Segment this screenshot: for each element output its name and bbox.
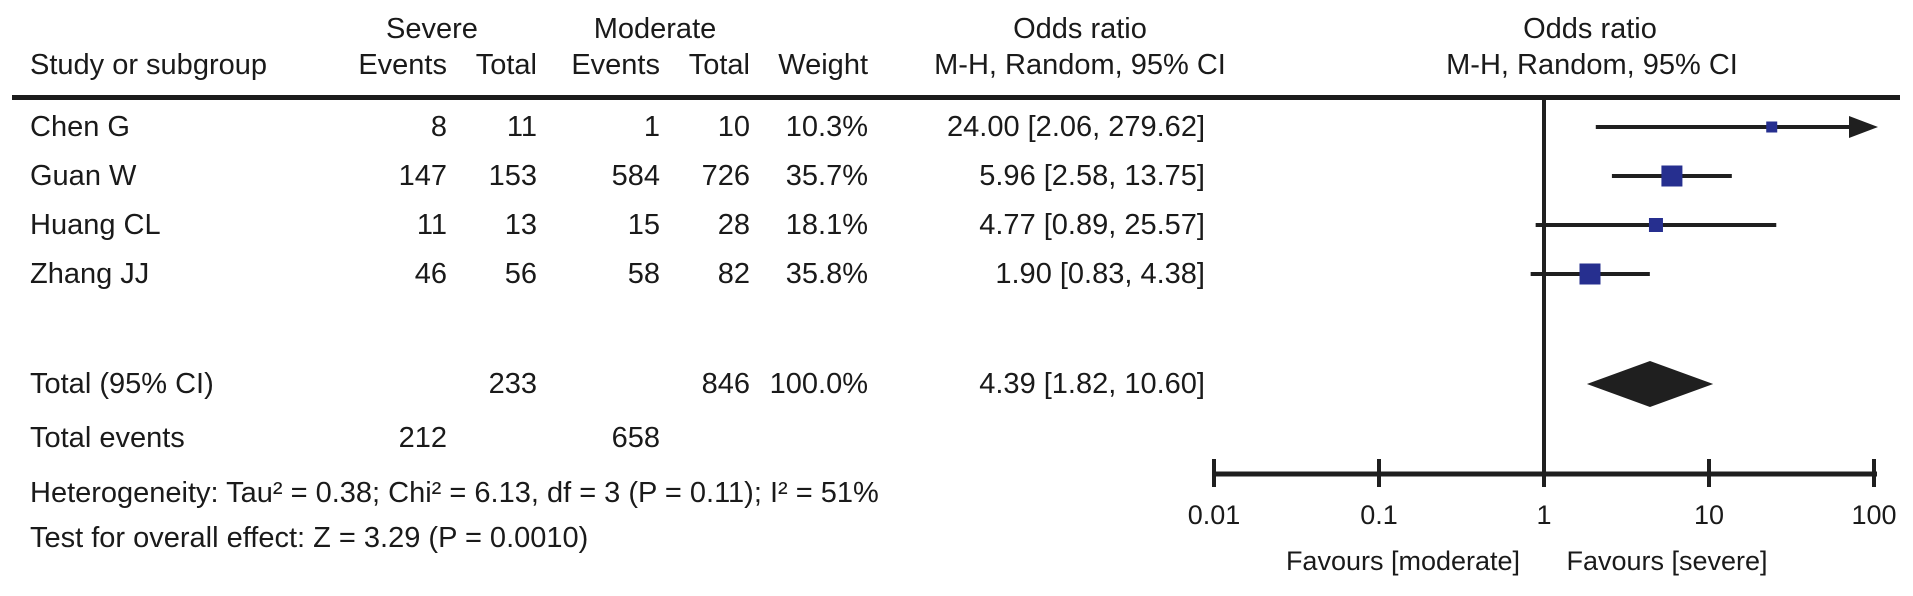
effect-square	[1579, 263, 1601, 285]
effect-square	[1648, 218, 1663, 232]
header-moderate-events: Events	[571, 49, 660, 81]
severe-events-value: 8	[430, 111, 447, 143]
overall-effect-text: Test for overall effect: Z = 3.29 (P = 0…	[30, 522, 589, 554]
moderate-total-value: 82	[717, 258, 750, 290]
axis-tick-label: 100	[1851, 500, 1896, 530]
moderate-events-value: 584	[611, 160, 660, 192]
severe-total-value: 153	[488, 160, 537, 192]
weight-value: 35.8%	[785, 258, 868, 290]
severe-events-value: 147	[398, 160, 447, 192]
severe-total-value: 56	[504, 258, 537, 290]
total-events-moderate: 658	[611, 422, 660, 454]
axis-tick-label: 10	[1694, 500, 1724, 530]
arrow-head	[1849, 116, 1878, 138]
weight-value: 18.1%	[785, 209, 868, 241]
moderate-events-value: 58	[627, 258, 660, 290]
study-name: Guan W	[30, 160, 137, 192]
or-ci-value: 24.00 [2.06, 279.62]	[947, 111, 1205, 143]
header-group-severe: Severe	[386, 13, 478, 45]
header-or-text-subtitle: M-H, Random, 95% CI	[934, 49, 1226, 81]
axis-tick-label: 0.1	[1360, 500, 1398, 530]
moderate-total-value: 28	[717, 209, 750, 241]
favours-right-label: Favours [severe]	[1566, 546, 1767, 576]
total-label: Total (95% CI)	[30, 368, 214, 400]
study-name: Zhang JJ	[30, 258, 150, 290]
axis-tick-label: 0.01	[1188, 500, 1241, 530]
header-study: Study or subgroup	[30, 49, 267, 81]
header-moderate-total: Total	[688, 49, 750, 81]
header-or-plot-title: Odds ratio	[1523, 13, 1657, 45]
study-name: Huang CL	[30, 209, 161, 241]
header-weight: Weight	[778, 49, 868, 81]
or-ci-value: 1.90 [0.83, 4.38]	[995, 258, 1205, 290]
severe-total-value: 11	[506, 111, 537, 143]
total-or-ci: 4.39 [1.82, 10.60]	[979, 368, 1205, 400]
total-moderate-total: 846	[701, 368, 750, 400]
header-severe-total: Total	[475, 49, 537, 81]
moderate-events-value: 15	[627, 209, 660, 241]
header-or-text-title: Odds ratio	[1013, 13, 1147, 45]
header-or-plot-subtitle: M-H, Random, 95% CI	[1446, 49, 1738, 81]
moderate-events-value: 1	[643, 111, 660, 143]
or-ci-value: 5.96 [2.58, 13.75]	[979, 160, 1205, 192]
severe-events-value: 11	[416, 209, 447, 241]
total-events-label: Total events	[30, 422, 185, 454]
study-name: Chen G	[30, 111, 130, 143]
total-weight: 100.0%	[769, 368, 868, 400]
effect-square	[1766, 121, 1778, 133]
weight-value: 10.3%	[785, 111, 868, 143]
total-severe-total: 233	[488, 368, 537, 400]
or-ci-value: 4.77 [0.89, 25.57]	[979, 209, 1205, 241]
header-rule	[12, 95, 1900, 100]
severe-total-value: 13	[504, 209, 537, 241]
total-events-severe: 212	[398, 422, 447, 454]
moderate-total-value: 10	[717, 111, 750, 143]
summary-diamond	[1586, 361, 1714, 407]
header-severe-events: Events	[358, 49, 447, 81]
weight-value: 35.7%	[785, 160, 868, 192]
favours-left-label: Favours [moderate]	[1286, 546, 1520, 576]
moderate-total-value: 726	[701, 160, 750, 192]
header-group-moderate: Moderate	[593, 13, 717, 45]
axis-tick-label: 1	[1536, 500, 1551, 530]
severe-events-value: 46	[414, 258, 447, 290]
effect-square	[1661, 165, 1683, 187]
heterogeneity-text: Heterogeneity: Tau² = 0.38; Chi² = 6.13,…	[30, 477, 879, 509]
